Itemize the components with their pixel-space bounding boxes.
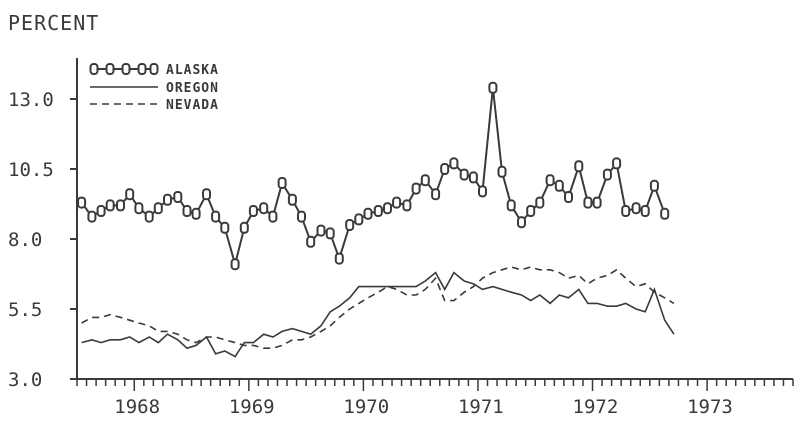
data-point-alaska: [526, 205, 536, 217]
data-point-alaska: [592, 196, 602, 209]
data-point-alaska: [411, 182, 421, 195]
data-point-alaska: [297, 210, 306, 223]
legend-marker-alaska: [121, 63, 131, 75]
legend-marker-alaska: [105, 63, 115, 75]
data-point-alaska: [134, 202, 144, 215]
data-point-alaska: [354, 213, 364, 226]
data-point-alaska: [649, 179, 659, 192]
x-tick-label: 1968: [114, 396, 160, 418]
data-point-alaska: [574, 160, 584, 173]
data-point-alaska: [116, 199, 125, 212]
data-point-alaska: [383, 202, 392, 215]
series-layer: [77, 81, 675, 358]
data-point-alaska: [497, 165, 507, 178]
data-point-alaska: [306, 235, 316, 248]
data-point-alaska: [468, 171, 478, 184]
data-point-alaska: [239, 221, 249, 234]
y-ticks: 3.0 5.5 8.0 10.5 13.0: [8, 89, 77, 391]
legend-label-alaska: ALASKA: [166, 63, 219, 78]
data-point-alaska: [392, 196, 402, 209]
y-tick-label: 8.0: [8, 229, 42, 251]
data-point-alaska: [334, 252, 344, 265]
data-point-alaska: [517, 216, 526, 229]
data-point-alaska: [191, 207, 201, 220]
data-point-alaska: [173, 191, 183, 203]
y-tick-label: 5.5: [8, 299, 42, 321]
data-point-alaska: [373, 205, 383, 217]
x-tick-label: 1969: [229, 396, 275, 418]
data-point-alaska: [478, 185, 487, 198]
series-line-oregon: [81, 271, 675, 358]
data-point-alaska: [564, 191, 573, 203]
x-tick-label: 1973: [687, 396, 733, 418]
legend-item-nevada: NEVADA: [90, 98, 219, 113]
data-point-alaska: [440, 163, 450, 175]
data-point-alaska: [287, 193, 297, 206]
legend-marker-alaska: [89, 63, 99, 75]
data-point-alaska: [77, 196, 87, 209]
data-point-alaska: [202, 188, 211, 201]
y-tick-label: 13.0: [8, 89, 54, 111]
data-point-alaska: [125, 188, 135, 201]
data-point-alaska: [631, 202, 641, 215]
x-tick-label: 1970: [343, 396, 389, 418]
data-point-alaska: [506, 199, 516, 212]
data-point-alaska: [144, 210, 154, 223]
data-point-alaska: [220, 221, 230, 234]
data-point-alaska: [488, 81, 498, 94]
data-point-alaska: [363, 207, 373, 220]
data-point-alaska: [621, 205, 631, 217]
data-point-alaska: [612, 157, 622, 170]
data-point-alaska: [259, 202, 269, 215]
data-point-alaska: [402, 199, 412, 212]
data-point-alaska: [449, 157, 459, 170]
data-point-alaska: [153, 202, 163, 215]
data-point-alaska: [554, 179, 564, 192]
data-point-alaska: [277, 177, 287, 189]
series-line-nevada: [81, 266, 675, 349]
data-point-alaska: [640, 205, 650, 217]
legend-marker-alaska: [149, 63, 159, 75]
data-point-alaska: [268, 210, 278, 223]
legend-marker-alaska: [137, 63, 147, 75]
legend-label-oregon: OREGON: [166, 81, 219, 96]
data-point-alaska: [248, 205, 258, 217]
data-point-alaska: [459, 168, 469, 181]
x-ticks: 1968 1969 1970 1971 1972 1973: [76, 379, 794, 418]
data-point-alaska: [602, 168, 612, 181]
axes: [76, 58, 793, 380]
y-axis-label: PERCENT: [8, 11, 99, 35]
legend-label-nevada: NEVADA: [166, 98, 219, 113]
series-line-alaska: [80, 87, 666, 269]
data-point-alaska: [535, 196, 545, 209]
data-point-alaska: [431, 188, 441, 201]
y-tick-label: 10.5: [8, 159, 54, 181]
data-point-alaska: [163, 193, 172, 206]
legend: ALASKA OREGON NEVADA: [89, 63, 219, 113]
x-tick-label: 1971: [458, 396, 504, 418]
data-point-alaska: [96, 205, 106, 217]
data-point-alaska: [105, 199, 115, 212]
data-point-alaska: [211, 210, 221, 223]
data-point-alaska: [182, 205, 192, 217]
data-point-alaska: [345, 219, 355, 231]
legend-item-oregon: OREGON: [90, 81, 219, 96]
data-point-alaska: [325, 227, 335, 240]
data-point-alaska: [87, 210, 97, 223]
legend-item-alaska: ALASKA: [89, 63, 219, 78]
y-tick-label: 3.0: [8, 369, 42, 391]
data-point-alaska: [316, 224, 326, 237]
data-point-alaska: [545, 174, 555, 187]
data-point-alaska: [583, 196, 593, 209]
data-point-alaska: [420, 174, 430, 187]
data-point-alaska: [660, 207, 670, 220]
data-point-alaska: [230, 258, 240, 271]
x-tick-label: 1972: [573, 396, 619, 418]
